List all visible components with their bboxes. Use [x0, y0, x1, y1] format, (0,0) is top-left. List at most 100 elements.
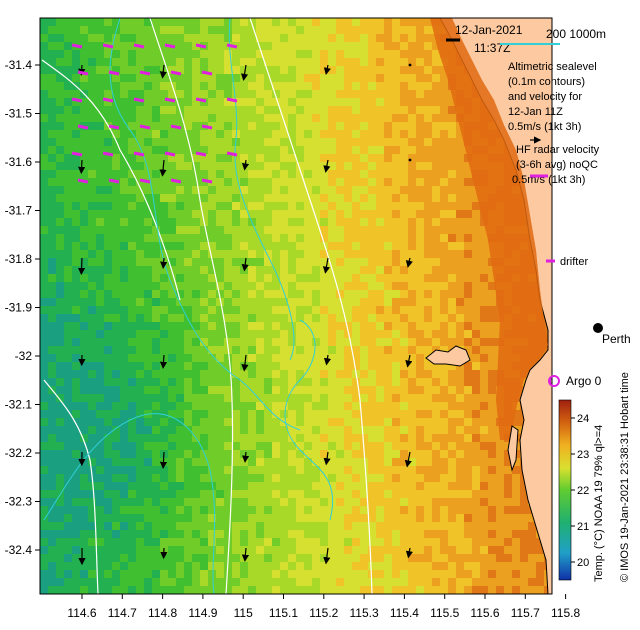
sst-cell [448, 162, 456, 170]
sst-cell [248, 346, 256, 354]
sst-cell [176, 570, 184, 578]
sst-cell [152, 570, 160, 578]
sst-cell [400, 50, 408, 58]
sst-cell [144, 242, 152, 250]
sst-cell [400, 514, 408, 522]
sst-cell [256, 18, 264, 26]
sst-cell [272, 562, 280, 570]
sst-cell [232, 538, 240, 546]
sst-cell [40, 378, 48, 386]
sst-cell [368, 34, 376, 42]
sst-cell [288, 562, 296, 570]
sst-cell [128, 562, 136, 570]
sst-cell [272, 106, 280, 114]
sst-cell [104, 298, 112, 306]
sst-cell [80, 474, 88, 482]
sst-cell [400, 186, 408, 194]
sst-cell [360, 210, 368, 218]
sst-cell [512, 490, 520, 498]
sst-cell [248, 498, 256, 506]
sst-cell [424, 578, 432, 586]
sst-cell [304, 234, 312, 242]
y-tick-label: -31.8 [5, 252, 33, 266]
sst-cell [72, 282, 80, 290]
x-axis-ticks: 114.6 114.7 114.8 114.9 115 115.1 115.2 115.3 11… [67, 594, 580, 620]
sst-cell [112, 394, 120, 402]
sst-cell [320, 226, 328, 234]
sst-cell [496, 442, 504, 450]
sst-cell [392, 474, 400, 482]
sst-cell [120, 330, 128, 338]
sst-cell [192, 282, 200, 290]
sst-cell [432, 58, 440, 66]
sst-cell [352, 170, 360, 178]
sst-cell [360, 402, 368, 410]
sst-cell [104, 450, 112, 458]
sst-cell [176, 98, 184, 106]
sst-cell [344, 74, 352, 82]
sst-cell [480, 538, 488, 546]
sst-cell [160, 586, 168, 594]
sst-cell [72, 458, 80, 466]
sst-cell [320, 530, 328, 538]
sst-cell [496, 514, 504, 522]
sst-cell [256, 154, 264, 162]
sst-cell [72, 474, 80, 482]
sst-cell [120, 322, 128, 330]
sst-cell [512, 562, 520, 570]
sst-cell [416, 90, 424, 98]
sst-cell [448, 466, 456, 474]
sst-cell [72, 274, 80, 282]
sst-cell [104, 106, 112, 114]
sst-cell [160, 394, 168, 402]
sst-cell [152, 42, 160, 50]
sst-cell [392, 282, 400, 290]
sst-cell [384, 114, 392, 122]
sst-cell [400, 226, 408, 234]
sst-cell [160, 306, 168, 314]
sst-cell [224, 434, 232, 442]
sst-cell [480, 570, 488, 578]
sst-cell [144, 266, 152, 274]
sst-cell [256, 466, 264, 474]
sst-cell [144, 562, 152, 570]
sst-cell [280, 50, 288, 58]
sst-cell [72, 90, 80, 98]
sst-cell [464, 330, 472, 338]
sst-cell [128, 154, 136, 162]
sst-cell [280, 490, 288, 498]
sst-cell [528, 522, 536, 530]
sst-cell [296, 482, 304, 490]
sst-cell [384, 26, 392, 34]
sst-cell [176, 498, 184, 506]
sst-cell [464, 442, 472, 450]
sst-cell [240, 506, 248, 514]
sst-cell [208, 154, 216, 162]
sst-cell [280, 186, 288, 194]
sst-cell [224, 258, 232, 266]
sst-cell [160, 538, 168, 546]
sst-cell [224, 482, 232, 490]
sst-cell [432, 226, 440, 234]
sst-cell [304, 178, 312, 186]
sst-cell [376, 66, 384, 74]
sst-cell [176, 242, 184, 250]
sst-cell [208, 170, 216, 178]
sst-cell [440, 114, 448, 122]
sst-cell [48, 290, 56, 298]
sst-cell [376, 498, 384, 506]
sst-cell [280, 402, 288, 410]
sst-cell [64, 314, 72, 322]
sst-cell [384, 50, 392, 58]
sst-cell [248, 322, 256, 330]
sst-cell [56, 354, 64, 362]
sst-cell [400, 290, 408, 298]
sst-cell [48, 466, 56, 474]
sst-cell [496, 538, 504, 546]
sst-cell [40, 106, 48, 114]
sst-cell [384, 266, 392, 274]
sst-cell [328, 498, 336, 506]
sst-cell [280, 450, 288, 458]
sst-cell [424, 186, 432, 194]
sst-cell [64, 474, 72, 482]
